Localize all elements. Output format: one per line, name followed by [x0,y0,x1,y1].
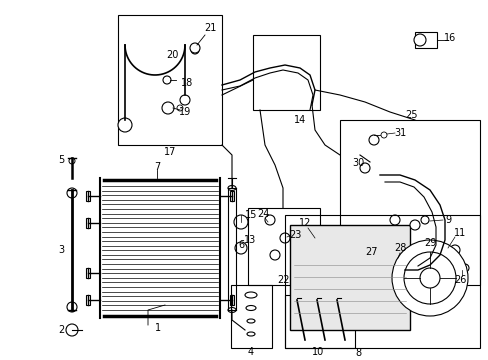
Text: 18: 18 [181,78,193,88]
Ellipse shape [234,215,247,229]
Text: 9: 9 [444,215,450,225]
Text: 13: 13 [244,235,256,245]
Text: 22: 22 [276,275,289,285]
Ellipse shape [66,324,78,336]
Ellipse shape [449,245,459,255]
Text: 31: 31 [393,128,406,138]
Text: 24: 24 [256,209,268,219]
Text: 26: 26 [453,275,465,285]
Text: 12: 12 [298,218,310,228]
Bar [118,15,222,145]
Bar [252,35,319,110]
Ellipse shape [280,233,289,243]
Ellipse shape [69,158,75,164]
Text: 20: 20 [165,50,178,60]
Ellipse shape [368,135,378,145]
Ellipse shape [118,118,132,132]
Ellipse shape [419,268,439,288]
Ellipse shape [380,132,386,138]
Ellipse shape [359,163,369,173]
Ellipse shape [163,76,171,84]
Text: 25: 25 [405,110,417,120]
Ellipse shape [227,307,236,312]
Text: 28: 28 [393,243,406,253]
Ellipse shape [246,319,254,323]
Text: 15: 15 [244,210,257,220]
Text: 30: 30 [351,158,364,168]
Bar [86,268,90,278]
Ellipse shape [162,102,174,114]
Text: 4: 4 [247,347,254,357]
Ellipse shape [389,215,399,225]
Ellipse shape [67,188,77,198]
Bar [414,32,436,48]
Ellipse shape [409,220,419,230]
Text: 7: 7 [154,162,160,172]
Bar [230,285,271,348]
Ellipse shape [269,250,280,260]
Ellipse shape [391,240,467,316]
Bar [86,191,90,201]
Text: 1: 1 [155,323,161,333]
Text: 17: 17 [163,147,176,157]
Text: 23: 23 [288,230,301,240]
Text: 5: 5 [58,155,64,165]
Text: 10: 10 [311,347,324,357]
Bar [339,120,479,285]
Bar [229,191,234,201]
Bar [86,218,90,228]
Text: 11: 11 [453,228,465,238]
Ellipse shape [403,252,455,304]
Text: 2: 2 [58,325,64,335]
Text: 14: 14 [293,115,305,125]
Ellipse shape [177,105,183,111]
Ellipse shape [413,34,425,46]
Bar [86,295,90,305]
Ellipse shape [460,264,468,272]
Ellipse shape [67,302,77,312]
Ellipse shape [190,43,200,53]
Bar [285,215,479,348]
Ellipse shape [246,332,254,336]
Text: 29: 29 [423,238,435,248]
Text: 6: 6 [238,240,244,250]
Ellipse shape [264,215,274,225]
Text: 21: 21 [203,23,216,33]
Bar [285,295,354,348]
Ellipse shape [408,252,420,264]
Text: 19: 19 [179,107,191,117]
Ellipse shape [191,46,199,54]
Ellipse shape [244,292,257,298]
Text: 27: 27 [365,247,378,257]
Ellipse shape [180,95,190,105]
Text: 3: 3 [58,245,64,255]
Ellipse shape [245,306,256,310]
Ellipse shape [227,185,236,190]
Bar [289,225,409,330]
Bar [247,208,319,285]
Ellipse shape [235,242,246,254]
Bar [229,295,234,305]
Text: 8: 8 [354,348,360,358]
Ellipse shape [420,216,428,224]
Text: 16: 16 [443,33,455,43]
